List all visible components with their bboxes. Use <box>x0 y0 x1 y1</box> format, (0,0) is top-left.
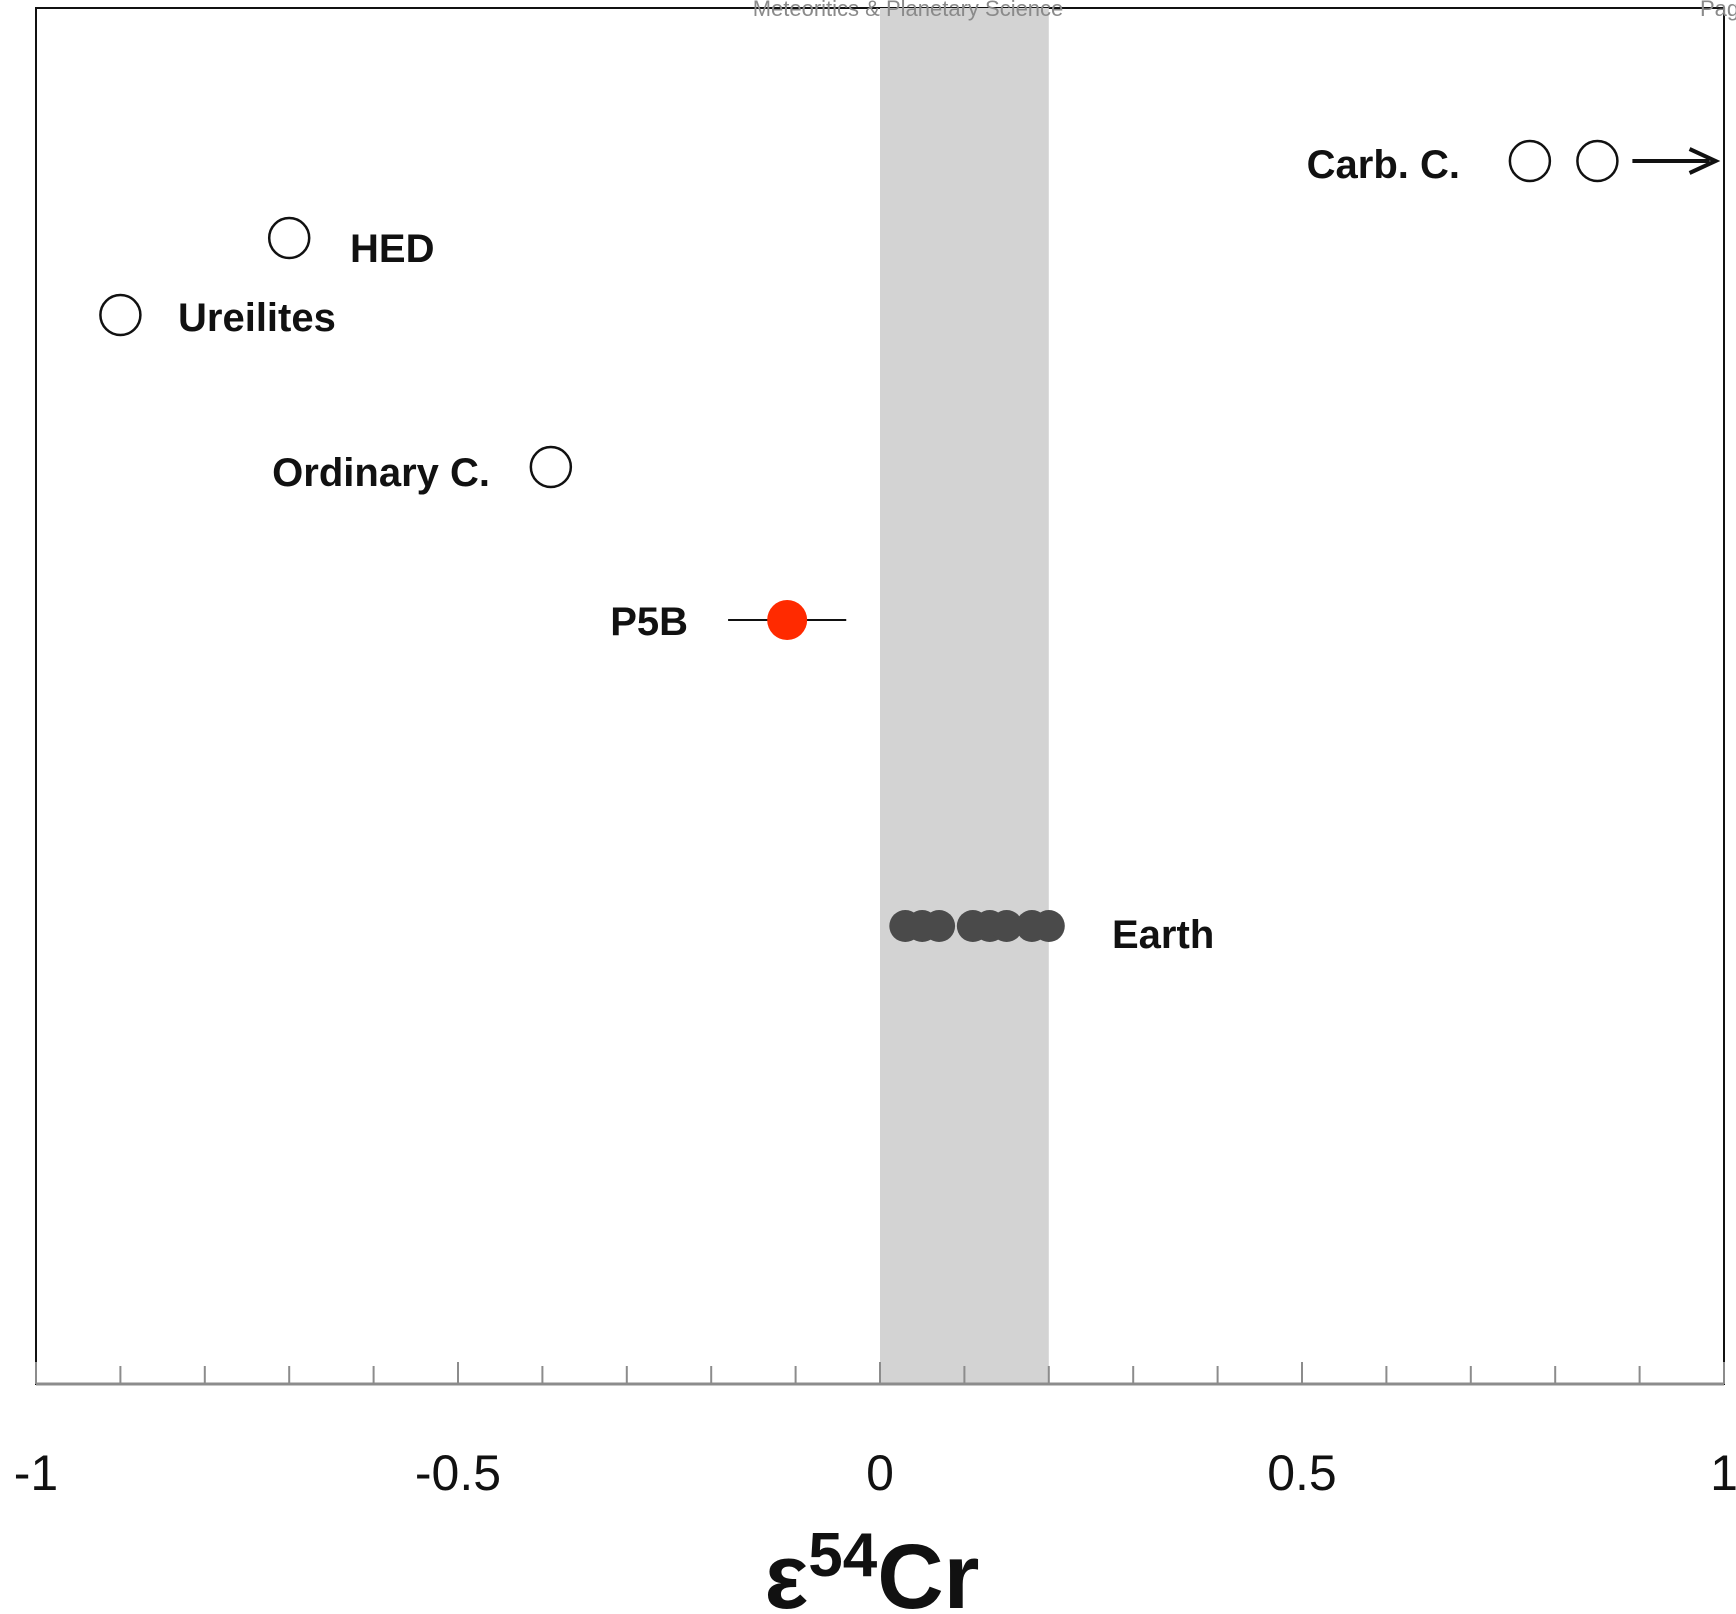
x-axis-ticks <box>35 1362 1725 1384</box>
series-label-hed: HED <box>350 227 434 271</box>
x-tick-label: -1 <box>14 1445 58 1501</box>
ureilites-point <box>99 293 142 337</box>
carb-c-arrow-head <box>1688 147 1721 175</box>
hed-point <box>267 216 311 260</box>
x-tick-label: -0.5 <box>415 1445 501 1501</box>
journal-header: Meteoritics & Planetary Science <box>753 0 1064 21</box>
series-label-ureilites: Ureilites <box>178 296 336 340</box>
x-axis-title: ε54Cr <box>765 1521 980 1614</box>
series-label-carb-c: Carb. C. <box>1307 143 1460 187</box>
x-axis-title-element: Cr <box>877 1526 979 1614</box>
data-marks <box>99 139 1721 942</box>
x-tick-label: 1 <box>1710 1445 1736 1501</box>
x-tick-label: 0 <box>866 1445 894 1501</box>
x-axis-tick-labels: -1 -0.5 0 0.5 1 <box>14 1445 1736 1501</box>
earth-point <box>1032 910 1065 942</box>
x-tick-label: 0.5 <box>1267 1445 1337 1501</box>
ordinary-c-point <box>529 445 573 489</box>
series-label-p5b: P5B <box>610 600 688 644</box>
p5b-point <box>767 600 808 640</box>
carb-c-point <box>1576 139 1619 183</box>
page-header: Pag <box>1700 0 1736 21</box>
x-axis-title-base: ε <box>765 1526 809 1614</box>
series-label-earth: Earth <box>1112 913 1214 957</box>
earth-point <box>990 910 1023 942</box>
earth-range-band <box>880 8 1049 1384</box>
series-label-ordinary-c: Ordinary C. <box>272 451 490 495</box>
carb-c-point <box>1508 139 1552 183</box>
x-axis-title-superscript: 54 <box>808 1521 877 1590</box>
earth-point <box>923 910 956 942</box>
